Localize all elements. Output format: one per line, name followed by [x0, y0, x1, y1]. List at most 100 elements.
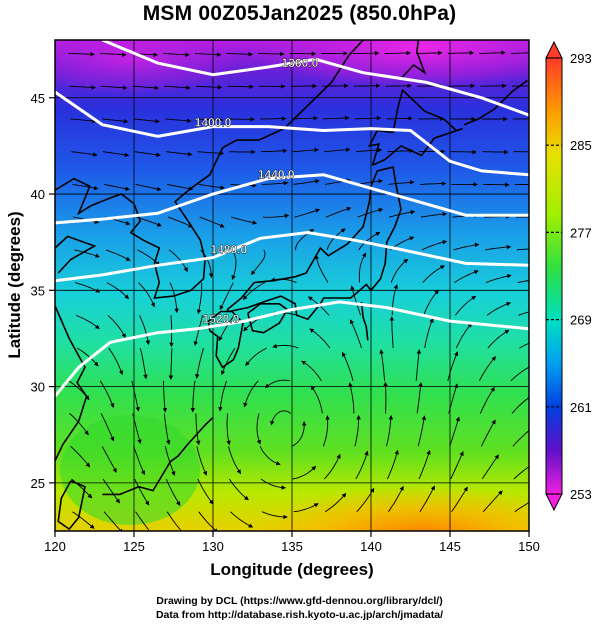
height-contours: [55, 40, 529, 398]
streamline: [196, 117, 224, 123]
contour-label: 1400.0: [195, 116, 232, 130]
contour-label: 1360.0: [282, 56, 319, 70]
colorbar-tick-label: 261: [570, 400, 592, 415]
streamline: [138, 315, 151, 346]
streamline: [219, 282, 234, 311]
streamline: [389, 209, 416, 218]
streamline: [165, 478, 181, 506]
streamline: [243, 380, 259, 408]
streamline: [322, 415, 330, 447]
streamline: [421, 240, 448, 251]
streamline: [416, 381, 423, 414]
streamline: [354, 115, 382, 121]
streamline: [195, 347, 204, 379]
streamline: [423, 289, 440, 316]
streamline: [196, 446, 207, 476]
streamline: [324, 147, 351, 153]
streamline: [138, 282, 156, 308]
streamline: [139, 347, 148, 380]
streamline: [245, 347, 267, 366]
streamline: [511, 85, 529, 87]
streamline: [386, 116, 413, 121]
streamline: [72, 183, 99, 191]
x-tick-label: 150: [518, 539, 540, 554]
streamline: [449, 416, 460, 447]
streamline: [163, 52, 190, 58]
streamline: [513, 466, 529, 480]
chart-title: MSM 00Z05Jan2025 (850.0hPa): [142, 2, 457, 25]
streamline: [323, 115, 350, 121]
streamline: [448, 383, 459, 414]
streamline: [101, 446, 117, 473]
streamline: [100, 52, 127, 57]
contour-line: [55, 90, 529, 177]
streamline: [383, 381, 388, 414]
streamline: [388, 180, 415, 185]
streamline: [169, 282, 179, 314]
streamline: [356, 487, 375, 513]
streamline: [168, 348, 174, 380]
streamline: [72, 511, 95, 529]
streamline: [422, 265, 445, 283]
streamline: [106, 282, 130, 300]
contour-label: 1520.0: [203, 312, 240, 326]
streamline: [418, 449, 431, 480]
streamline: [486, 301, 512, 316]
colorbar-bottom-cap: [545, 493, 563, 512]
colorbar-tick-label: 277: [570, 225, 592, 240]
streamline: [76, 347, 99, 367]
streamline: [324, 492, 347, 513]
streamline: [165, 118, 192, 123]
x-tick-label: 145: [439, 539, 461, 554]
streamline: [166, 151, 193, 157]
coastline-segment: [247, 303, 289, 334]
y-tick-label: 35: [31, 283, 45, 298]
streamline: [134, 478, 150, 506]
coastline-segment: [55, 177, 122, 216]
y-tick-label: 40: [31, 187, 45, 202]
streamline: [69, 85, 96, 90]
streamline: [218, 380, 228, 412]
streamline: [103, 511, 124, 531]
streamline: [487, 329, 510, 349]
streamline: [229, 478, 249, 501]
streamline: [103, 183, 130, 191]
streamline: [292, 147, 319, 153]
streamline: [74, 249, 100, 258]
streamline: [261, 180, 289, 186]
streamline: [166, 511, 185, 531]
streamline: [108, 347, 124, 376]
coastlines: [55, 40, 528, 531]
coastline-segment: [55, 235, 97, 274]
streamline: [195, 413, 201, 446]
streamline: [379, 349, 386, 381]
streamline: [190, 380, 196, 413]
streamline: [261, 511, 288, 520]
contour-line: [55, 173, 529, 225]
y-tick-label: 45: [31, 91, 45, 106]
streamline: [294, 208, 321, 218]
streamline: [323, 453, 341, 480]
streamline: [231, 249, 237, 280]
streamline: [164, 85, 191, 90]
streamline: [455, 322, 473, 349]
streamline: [354, 414, 361, 447]
streamline: [102, 151, 130, 158]
streamline: [105, 249, 131, 261]
streamline: [132, 85, 160, 91]
streamline: [517, 280, 529, 284]
streamline: [447, 50, 475, 56]
streamline: [168, 249, 188, 273]
streamline: [510, 364, 529, 382]
streamline: [107, 314, 126, 339]
streamline: [197, 478, 214, 505]
y-axis-label: Latitude (degrees): [5, 211, 24, 358]
streamline: [134, 151, 161, 158]
streamline: [194, 52, 222, 57]
x-axis-label: Longitude (degrees): [210, 560, 373, 579]
streamline: [518, 311, 529, 316]
streamline: [424, 317, 434, 349]
streamline: [228, 446, 242, 475]
streamline: [226, 52, 253, 57]
